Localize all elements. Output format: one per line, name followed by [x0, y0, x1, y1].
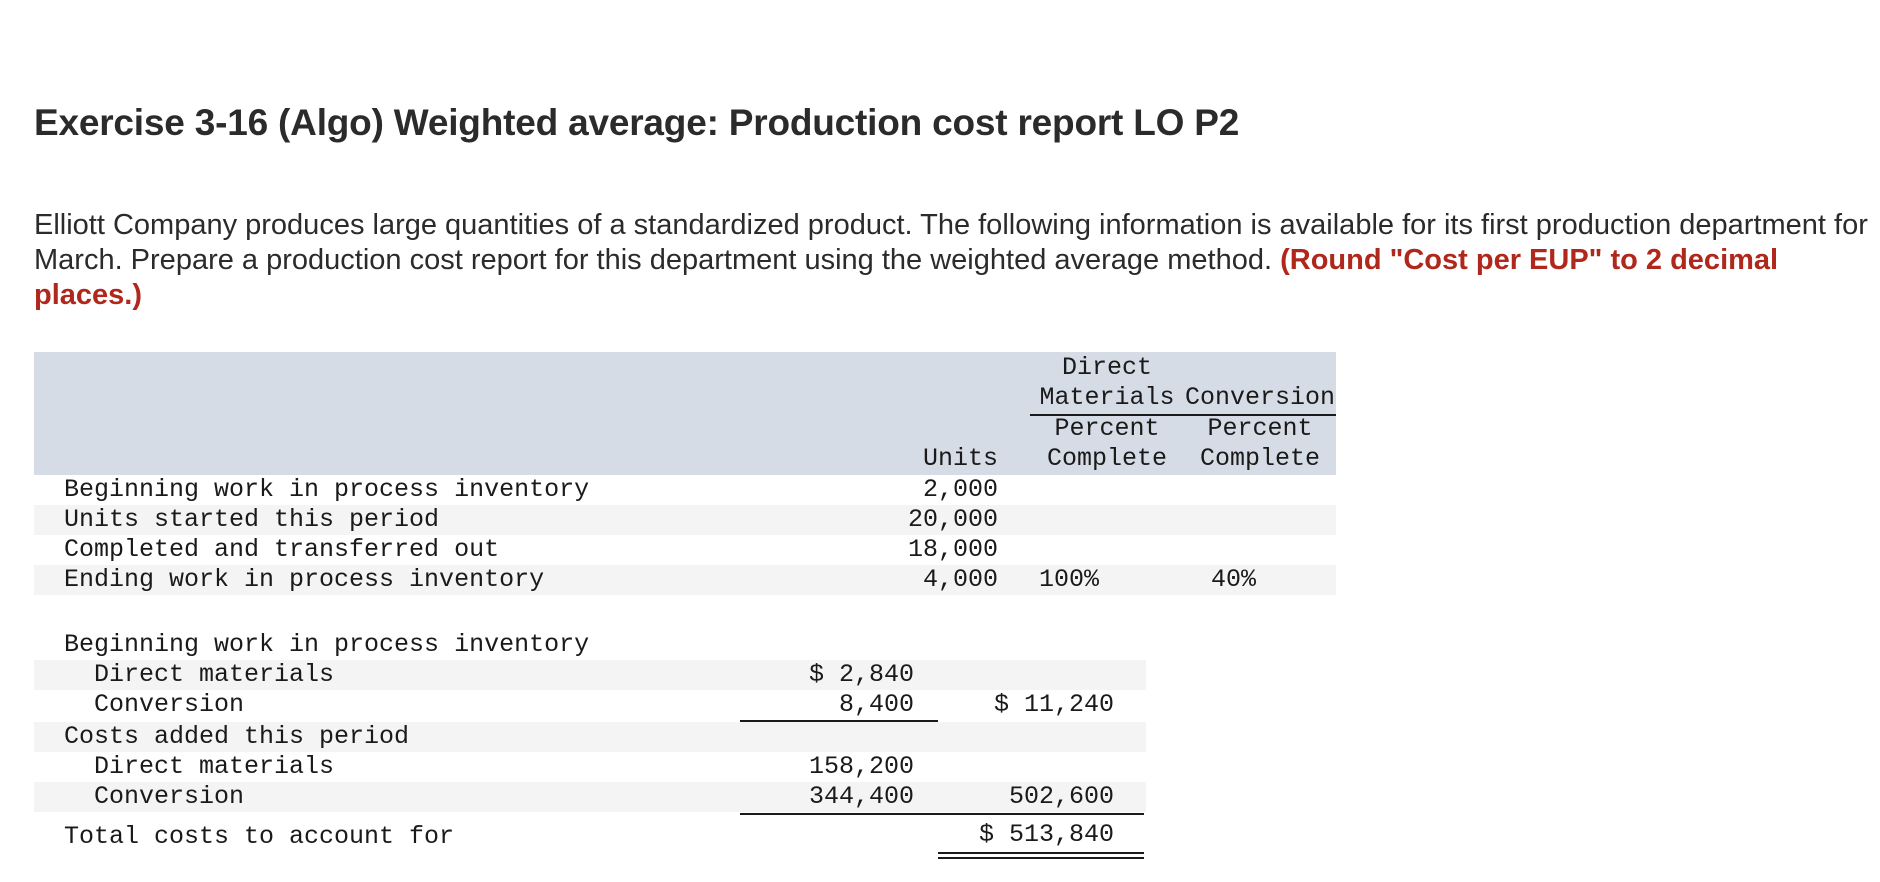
exercise-title: Exercise 3-16 (Algo) Weighted average: P… [34, 102, 1240, 143]
row-label: Units started this period [64, 505, 440, 534]
row-units: 2,000 [922, 475, 998, 504]
table-row: Beginning work in process inventory 2,00… [34, 475, 1336, 505]
total-rule [938, 813, 1144, 815]
subtotal-rule [740, 720, 938, 722]
header-units: Units [922, 444, 998, 473]
beginning-wip-label: Beginning work in process inventory [64, 630, 590, 659]
row-units: 4,000 [922, 565, 998, 594]
beg-conv-label: Conversion [94, 690, 245, 719]
table-row: Ending work in process inventory 4,000 1… [34, 565, 1336, 595]
row-dm-percent: 100% [1039, 565, 1100, 594]
row-units: 18,000 [907, 535, 998, 564]
description-text: Elliott Company produces large quantitie… [34, 209, 1868, 276]
add-conv-value: 344,400 [808, 782, 914, 811]
header-dm-percent: Percent [1054, 414, 1160, 443]
header-conversion: Conversion [1184, 383, 1336, 412]
beg-total-value: $ 11,240 [993, 690, 1114, 719]
row-label: Completed and transferred out [64, 535, 500, 564]
header-conv-percent: Percent [1207, 414, 1313, 443]
row-label: Beginning work in process inventory [64, 475, 590, 504]
header-materials: Materials [1039, 383, 1175, 412]
costs-added-label: Costs added this period [64, 722, 410, 751]
total-costs-label: Total costs to account for [64, 822, 455, 851]
table-row [34, 660, 1146, 690]
table-row [34, 782, 1146, 812]
row-label: Ending work in process inventory [64, 565, 545, 594]
header-rule [1030, 414, 1336, 416]
header-conv-complete: Complete [1199, 444, 1321, 473]
rounding-note: (Round "Cost per EUP" to 2 decimal place… [34, 244, 1779, 311]
cost-table: Beginning work in process inventory Dire… [34, 630, 1336, 870]
problem-description: Elliott Company produces large quantitie… [34, 208, 1874, 313]
header-direct: Direct [1061, 353, 1152, 382]
add-conv-label: Conversion [94, 782, 245, 811]
beg-conv-value: 8,400 [838, 690, 914, 719]
add-dm-value: 158,200 [808, 752, 914, 781]
grand-total-double-rule [938, 852, 1144, 859]
units-table: Direct Materials Conversion Percent Perc… [34, 352, 1336, 595]
units-table-header [34, 352, 1336, 475]
table-row: Units started this period 20,000 [34, 505, 1336, 535]
table-row [34, 722, 1146, 752]
total-costs-value: $ 513,840 [978, 820, 1114, 849]
subtotal-rule [740, 813, 938, 815]
add-total-value: 502,600 [1008, 782, 1114, 811]
beg-dm-value: $ 2,840 [808, 660, 914, 689]
header-dm-complete: Complete [1046, 444, 1168, 473]
row-conv-percent: 40% [1211, 565, 1257, 594]
beg-dm-label: Direct materials [94, 660, 335, 689]
table-row: Completed and transferred out 18,000 [34, 535, 1336, 565]
add-dm-label: Direct materials [94, 752, 335, 781]
row-units: 20,000 [907, 505, 998, 534]
